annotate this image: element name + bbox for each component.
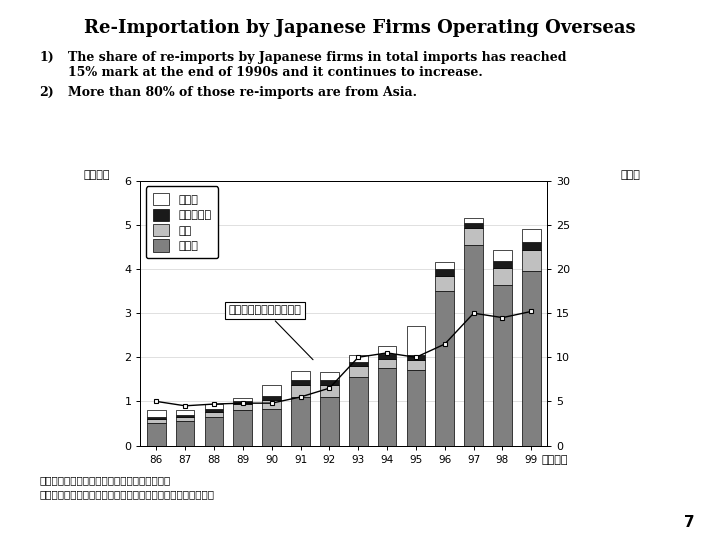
Bar bbox=[262, 396, 281, 400]
Bar bbox=[464, 223, 483, 228]
Bar bbox=[320, 384, 338, 397]
Text: 7: 7 bbox=[684, 515, 695, 530]
Bar bbox=[204, 403, 223, 409]
Bar bbox=[522, 250, 541, 271]
Bar bbox=[436, 291, 454, 446]
Bar bbox=[522, 271, 541, 446]
Bar bbox=[349, 362, 368, 366]
Bar bbox=[233, 401, 252, 404]
Bar bbox=[407, 326, 426, 355]
Text: （備考）金額は左目盛り、シェアは右目盛り。: （備考）金額は左目盛り、シェアは右目盛り。 bbox=[40, 475, 171, 485]
Text: The share of re-imports by Japanese firms in total imports has reached
15% mark : The share of re-imports by Japanese firm… bbox=[68, 51, 567, 79]
Bar bbox=[349, 366, 368, 377]
Text: Re-Importation by Japanese Firms Operating Overseas: Re-Importation by Japanese Firms Operati… bbox=[84, 19, 636, 37]
Bar bbox=[378, 359, 397, 368]
Bar bbox=[147, 417, 166, 419]
Text: More than 80% of those re-imports are from Asia.: More than 80% of those re-imports are fr… bbox=[68, 86, 418, 99]
Text: （兆円）: （兆円） bbox=[84, 171, 110, 180]
Bar bbox=[464, 245, 483, 446]
Bar bbox=[176, 415, 194, 417]
Bar bbox=[349, 355, 368, 362]
Bar bbox=[176, 410, 194, 415]
Bar bbox=[378, 354, 397, 359]
Bar bbox=[147, 419, 166, 423]
Bar bbox=[493, 261, 512, 268]
Bar bbox=[204, 411, 223, 417]
Text: （資料）経済産業省「我が国企業の海外事業活動」から作成。: （資料）経済産業省「我が国企業の海外事業活動」から作成。 bbox=[40, 489, 215, 499]
Bar bbox=[262, 400, 281, 409]
Bar bbox=[204, 409, 223, 411]
Bar bbox=[522, 229, 541, 242]
Text: 1): 1) bbox=[40, 51, 54, 64]
Bar bbox=[204, 417, 223, 445]
Bar bbox=[176, 417, 194, 421]
Legend: その他, ヨーロッパ, 北米, アジア: その他, ヨーロッパ, 北米, アジア bbox=[146, 186, 218, 258]
Bar bbox=[407, 360, 426, 370]
Bar bbox=[291, 384, 310, 397]
Bar bbox=[378, 368, 397, 446]
Bar bbox=[436, 262, 454, 269]
Bar bbox=[407, 370, 426, 446]
Bar bbox=[320, 380, 338, 384]
Bar bbox=[464, 228, 483, 245]
Bar bbox=[291, 397, 310, 445]
Text: 2): 2) bbox=[40, 86, 54, 99]
Text: 総輸入額に占めるシェア: 総輸入額に占めるシェア bbox=[228, 305, 313, 360]
Bar bbox=[407, 355, 426, 360]
Bar bbox=[233, 410, 252, 445]
Bar bbox=[493, 250, 512, 261]
Bar bbox=[349, 377, 368, 445]
Bar bbox=[493, 285, 512, 446]
Bar bbox=[147, 423, 166, 446]
Text: （年度）: （年度） bbox=[541, 455, 567, 465]
Bar bbox=[436, 276, 454, 291]
Bar bbox=[436, 269, 454, 276]
Bar bbox=[320, 397, 338, 445]
Bar bbox=[262, 409, 281, 445]
Bar bbox=[493, 268, 512, 285]
Bar bbox=[291, 380, 310, 384]
Bar bbox=[176, 421, 194, 445]
Bar bbox=[320, 372, 338, 380]
Bar bbox=[147, 410, 166, 417]
Bar bbox=[233, 398, 252, 401]
Bar bbox=[291, 372, 310, 380]
Bar bbox=[233, 404, 252, 410]
Bar bbox=[262, 385, 281, 396]
Text: （％）: （％） bbox=[620, 171, 640, 180]
Bar bbox=[464, 218, 483, 223]
Bar bbox=[378, 346, 397, 354]
Bar bbox=[522, 242, 541, 250]
